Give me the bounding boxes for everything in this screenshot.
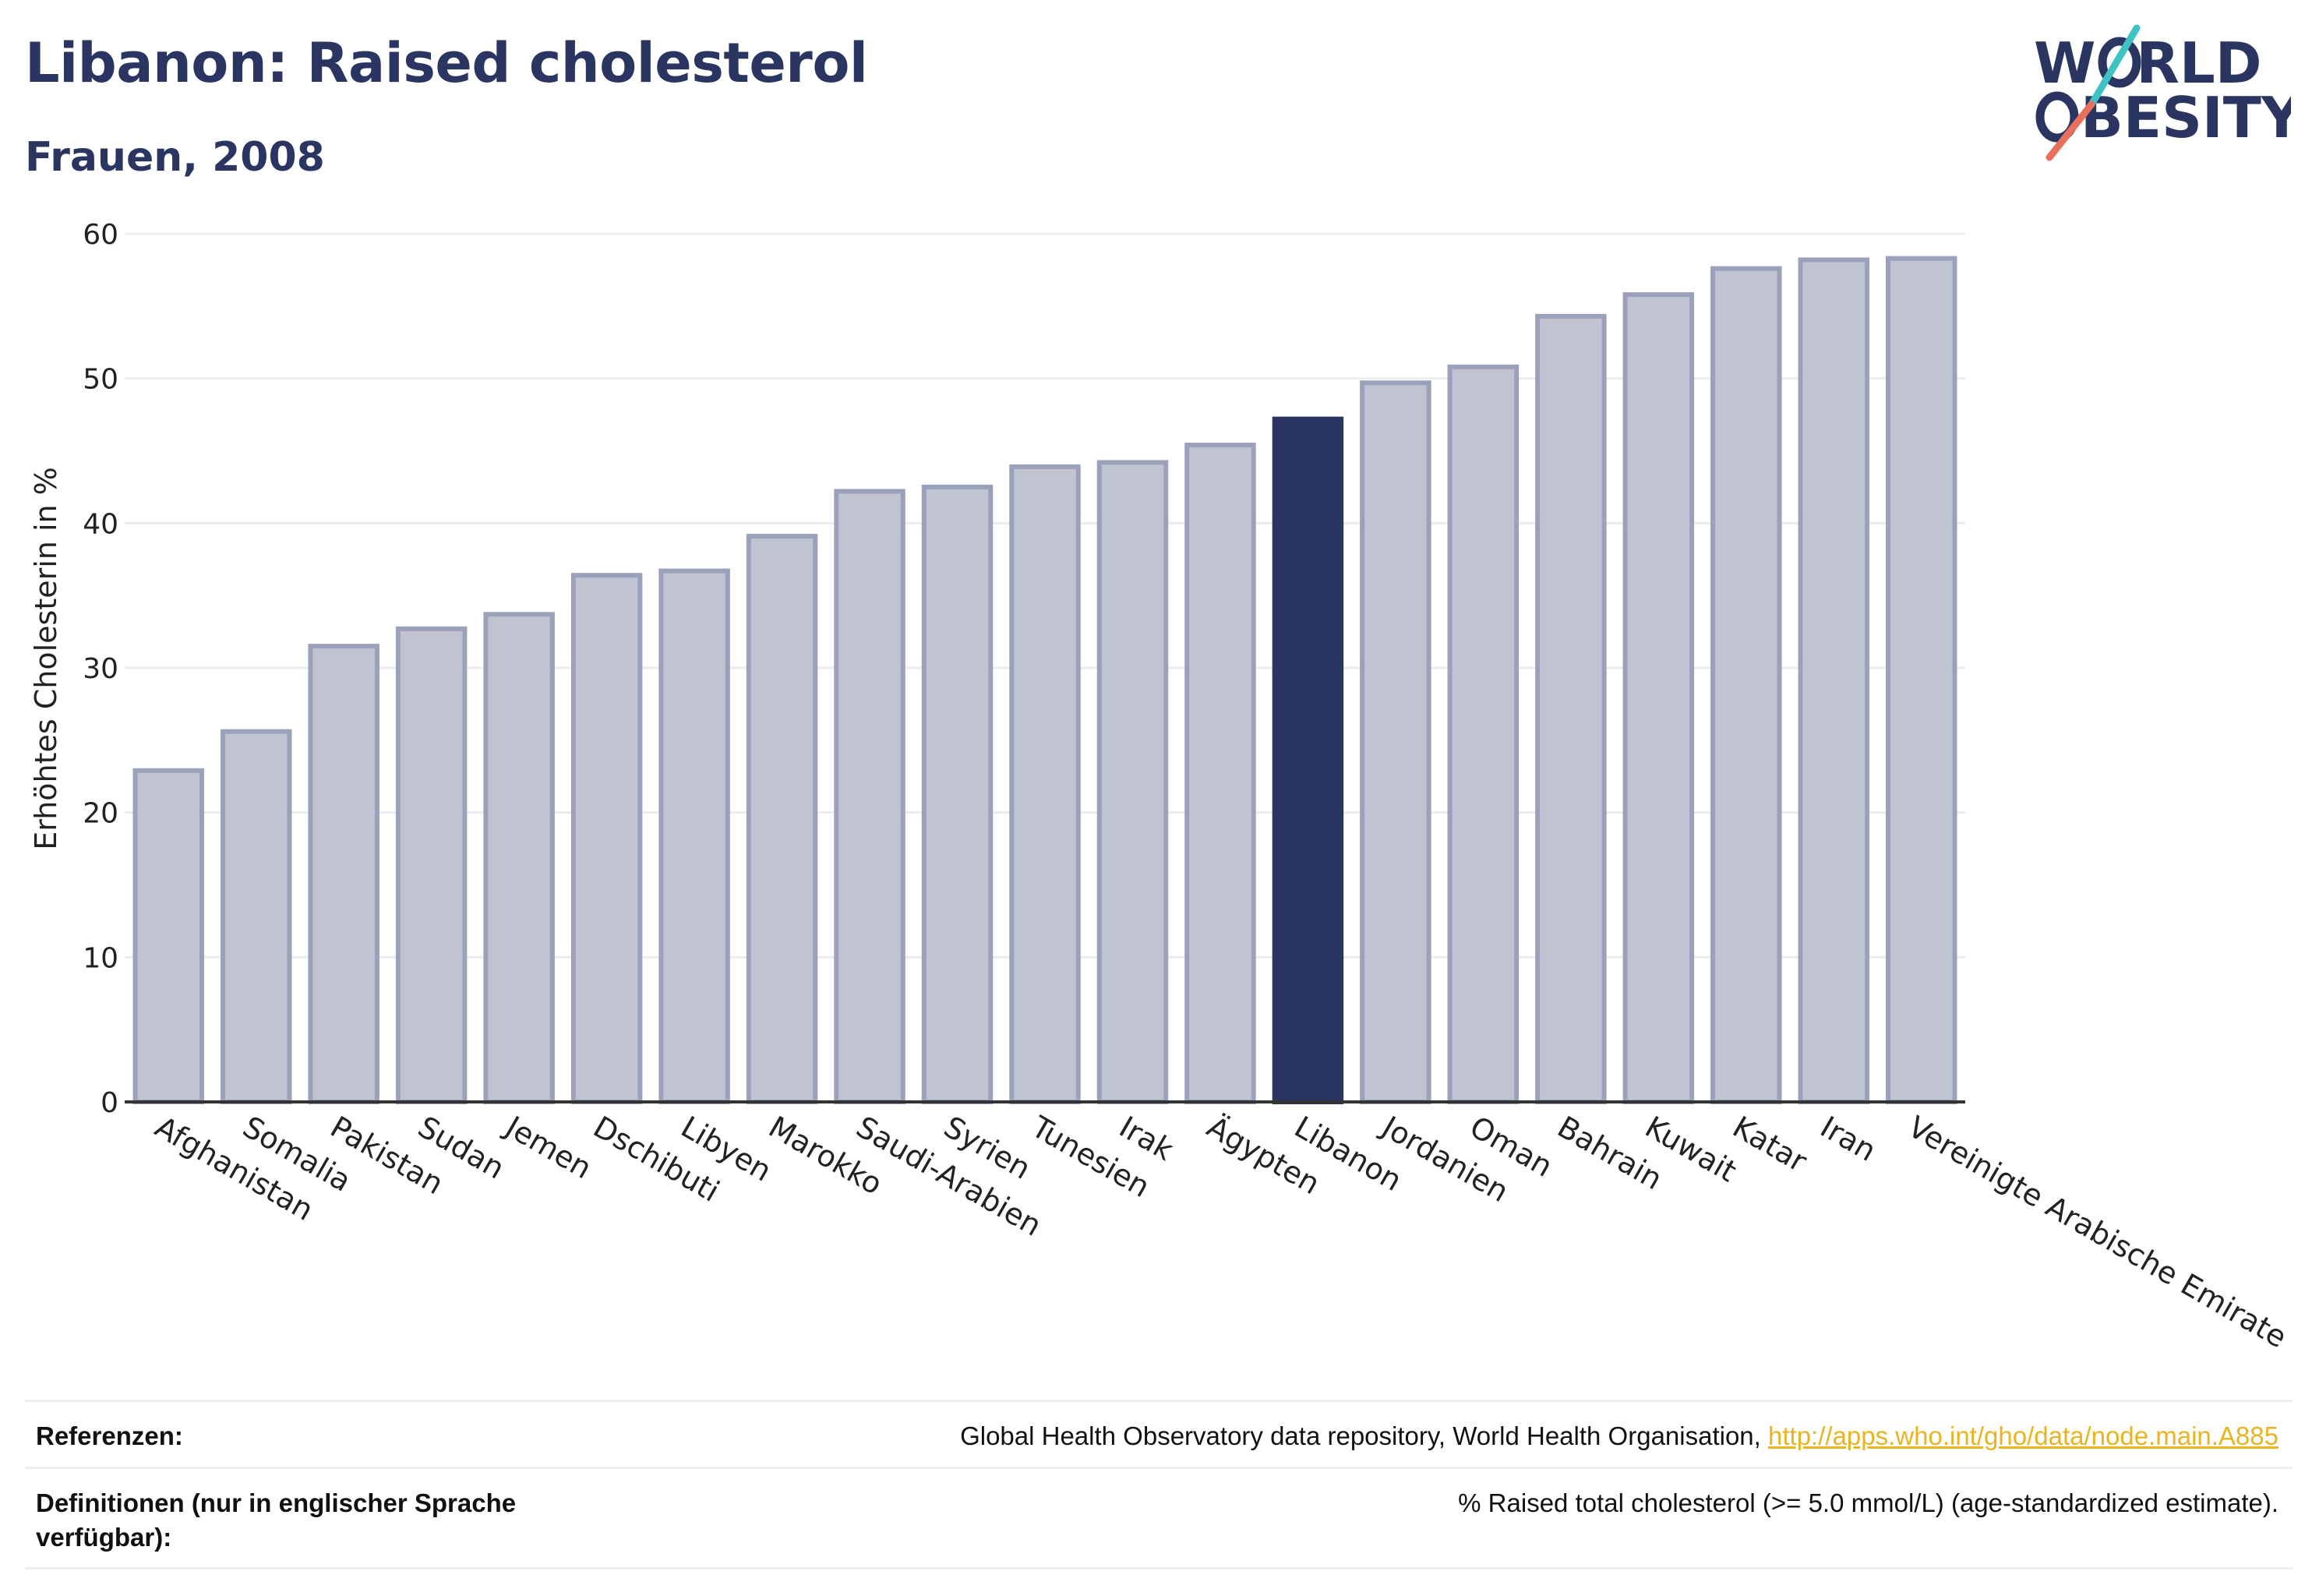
bar: [1184, 443, 1256, 1104]
y-tick-label: 50: [83, 364, 118, 396]
y-tick-label: 10: [83, 942, 118, 974]
footer-table: Referenzen: Global Health Observatory da…: [25, 1400, 2293, 1570]
references-label: Referenzen:: [36, 1421, 183, 1450]
y-tick-label: 60: [83, 219, 118, 251]
bar: [1622, 291, 1695, 1105]
bar: [1447, 364, 1520, 1104]
bar-chart: 0102030405060AfghanistanSomaliaPakistanS…: [29, 219, 2293, 1355]
bar: [395, 626, 468, 1104]
page-title: Libanon: Raised cholesterol: [25, 31, 868, 95]
logo-o-bottom: [2035, 91, 2079, 143]
definitions-label: Definitionen (nur in englischer Sprache …: [36, 1488, 517, 1552]
x-tick-label: Iran: [1815, 1110, 1882, 1168]
bar: [132, 768, 204, 1104]
bar-highlighted: [1272, 416, 1344, 1104]
definitions-value: % Raised total cholesterol (>= 5.0 mmol/…: [1458, 1488, 2279, 1517]
footer-row-references: Referenzen: Global Health Observatory da…: [25, 1400, 2293, 1467]
y-tick-label: 0: [101, 1087, 118, 1119]
bar: [658, 568, 730, 1104]
bar: [1009, 464, 1081, 1104]
x-tick-label: Vereinigte Arabische Emirate: [1902, 1110, 2293, 1355]
bar: [220, 729, 292, 1105]
y-axis-label: Erhöhtes Cholesterin in %: [29, 467, 63, 850]
references-value: Global Health Observatory data repositor…: [960, 1419, 2279, 1453]
y-tick-label: 20: [83, 798, 118, 830]
footer-row-definitions: Definitionen (nur in englischer Sprache …: [25, 1467, 2293, 1570]
bar: [308, 644, 379, 1104]
references-link[interactable]: http://apps.who.int/gho/data/node.main.A…: [1768, 1421, 2279, 1450]
references-text: Global Health Observatory data repositor…: [960, 1421, 1769, 1450]
logo-text-world: W RLD: [2034, 30, 2262, 96]
bar-layer: [132, 256, 1957, 1105]
bar: [1886, 256, 1957, 1104]
logo-slash-teal: [2088, 24, 2141, 108]
bar: [921, 484, 994, 1104]
logo-text-obesity: BESITY: [2081, 85, 2291, 150]
bar: [1535, 313, 1607, 1104]
world-obesity-logo: W RLD BESITY: [2034, 24, 2291, 161]
bar: [1360, 380, 1431, 1104]
x-tick-label: Jemen: [499, 1109, 598, 1186]
bar: [746, 534, 818, 1104]
bar: [483, 612, 555, 1104]
bar: [570, 573, 643, 1104]
page-subtitle: Frauen, 2008: [25, 134, 325, 181]
logo-o-top: [2098, 37, 2141, 88]
y-tick-label: 40: [83, 508, 118, 540]
bar: [1096, 460, 1169, 1104]
bar: [834, 489, 905, 1104]
bar: [1710, 266, 1782, 1104]
bar: [1798, 257, 1870, 1104]
logo-slash-coral: [2046, 101, 2095, 161]
y-tick-label: 30: [83, 653, 118, 685]
x-tick-label: Katar: [1727, 1110, 1813, 1179]
